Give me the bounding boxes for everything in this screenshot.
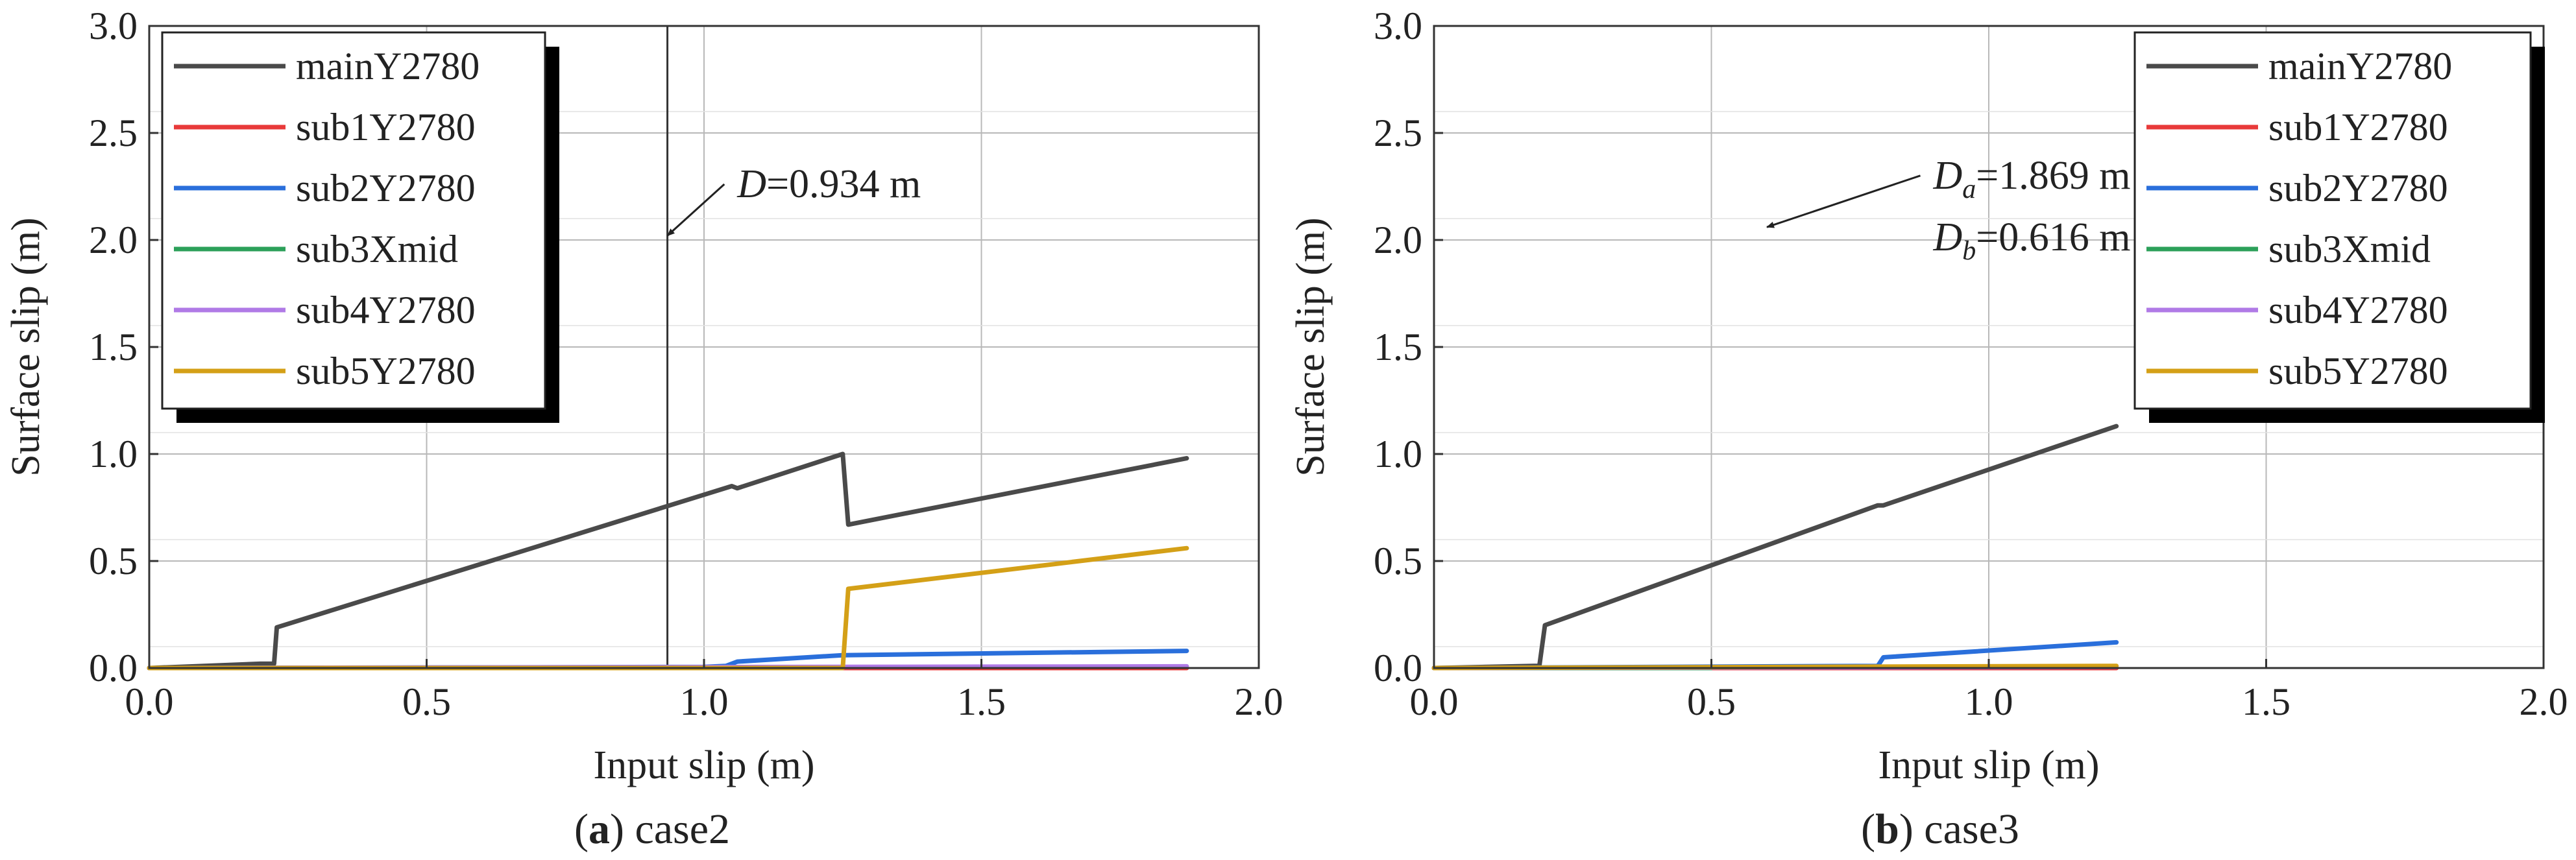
panel-a-caption-letter: a xyxy=(589,806,610,853)
panel-a-x-axis-label: Input slip (m) xyxy=(594,743,815,787)
panel-b-y-tick-label-2: 1.0 xyxy=(1374,433,1422,475)
panel-a-x-tick-label-0: 0.0 xyxy=(125,680,174,723)
panel-b-y-tick-label-0: 0.0 xyxy=(1374,647,1422,689)
panel-a-caption-text: case2 xyxy=(635,806,730,853)
panel-b-x-tick-label-2: 1.0 xyxy=(1965,680,2013,723)
panel-a-legend-label-sub3Xmid: sub3Xmid xyxy=(296,228,458,270)
panel-b-y-tick-label-5: 2.5 xyxy=(1374,112,1422,154)
panel-a-legend-label-sub1Y2780: sub1Y2780 xyxy=(296,106,476,149)
panel-b-x-tick-label-4: 2.0 xyxy=(2520,680,2568,723)
panel-b: 0.0 0.5 1.0 1.5 2.0 0.0 0.5 1.0 1.5 2.0 2.5 3.0 Inpu… xyxy=(1289,5,2568,787)
panel-b-legend-label-sub2Y2780: sub2Y2780 xyxy=(2268,167,2448,209)
panel-a-annotation-text-0-0: D=0.934 m xyxy=(736,162,921,206)
panel-a-legend-box xyxy=(161,31,546,410)
panel-a-x-tick-label-4: 2.0 xyxy=(1235,680,1283,723)
panel-b-y-tick-label-1: 0.5 xyxy=(1374,540,1422,582)
panel-a-y-tick-label-0: 0.0 xyxy=(89,647,138,689)
panel-b-legend: mainY2780 sub1Y2780 sub2Y2780 sub3Xmid sub4Y… xyxy=(2133,31,2545,423)
panel-a-y-tick-label-1: 0.5 xyxy=(89,540,138,582)
panel-a-y-tick-label-6: 3.0 xyxy=(89,5,138,47)
panel-a-legend-label-mainY2780: mainY2780 xyxy=(296,45,480,88)
panel-a-annotation-arrow-0 xyxy=(666,183,725,237)
panel-b-x-tick-label-1: 0.5 xyxy=(1687,680,1736,723)
panel-b-caption-letter: b xyxy=(1875,806,1899,853)
panel-b-annotation-arrow-0 xyxy=(1766,174,1921,228)
panel-a-y-tick-label-5: 2.5 xyxy=(89,112,138,154)
panel-b-legend-label-mainY2780: mainY2780 xyxy=(2268,45,2452,88)
panel-b-annotation-text-0-0: Da=1.869 m xyxy=(1933,154,2131,204)
panel-a-caption: (a) case2 xyxy=(574,806,730,853)
panel-b-caption: (b) case3 xyxy=(1861,806,2019,853)
panel-a-legend-label-sub4Y2780: sub4Y2780 xyxy=(296,289,476,331)
panel-b-y-axis-label: Surface slip (m) xyxy=(1289,217,1333,476)
panel-a: 0.0 0.5 1.0 1.5 2.0 0.0 0.5 1.0 1.5 2.0 2.5 3.0 Inpu… xyxy=(4,5,1283,787)
panel-b-x-tick-label-3: 1.5 xyxy=(2242,680,2290,723)
panel-a-legend-label-sub2Y2780: sub2Y2780 xyxy=(296,167,476,209)
panel-a-x-tick-label-2: 1.0 xyxy=(680,680,729,723)
panel-b-annotation-text-0-1: Db=0.616 m xyxy=(1933,215,2131,266)
panel-a-x-tick-label-3: 1.5 xyxy=(957,680,1006,723)
panel-b-y-tick-label-6: 3.0 xyxy=(1374,5,1422,47)
panel-b-caption-text: case3 xyxy=(1924,806,2019,853)
panel-b-legend-label-sub5Y2780: sub5Y2780 xyxy=(2268,350,2448,392)
panel-b-legend-label-sub1Y2780: sub1Y2780 xyxy=(2268,106,2448,149)
panel-b-legend-label-sub3Xmid: sub3Xmid xyxy=(2268,228,2431,270)
panel-a-x-tick-label-1: 0.5 xyxy=(402,680,451,723)
panel-a-y-axis-label: Surface slip (m) xyxy=(4,217,48,476)
panel-a-legend: mainY2780 sub1Y2780 sub2Y2780 sub3Xmid sub4Y… xyxy=(161,31,559,423)
panel-a-y-tick-label-2: 1.0 xyxy=(89,433,138,475)
panel-b-legend-box xyxy=(2133,31,2532,410)
panel-a-series-mainY2780 xyxy=(147,451,1189,671)
panel-a-y-tick-label-4: 2.0 xyxy=(89,219,138,261)
panel-b-y-tick-label-4: 2.0 xyxy=(1374,219,1422,261)
panel-a-y-tick-label-3: 1.5 xyxy=(89,326,138,368)
panel-b-legend-label-sub4Y2780: sub4Y2780 xyxy=(2268,289,2448,331)
panel-b-x-tick-label-0: 0.0 xyxy=(1410,680,1459,723)
panel-b-x-axis-label: Input slip (m) xyxy=(1878,743,2100,787)
panel-a-legend-label-sub5Y2780: sub5Y2780 xyxy=(296,350,476,392)
panel-b-y-tick-label-3: 1.5 xyxy=(1374,326,1422,368)
